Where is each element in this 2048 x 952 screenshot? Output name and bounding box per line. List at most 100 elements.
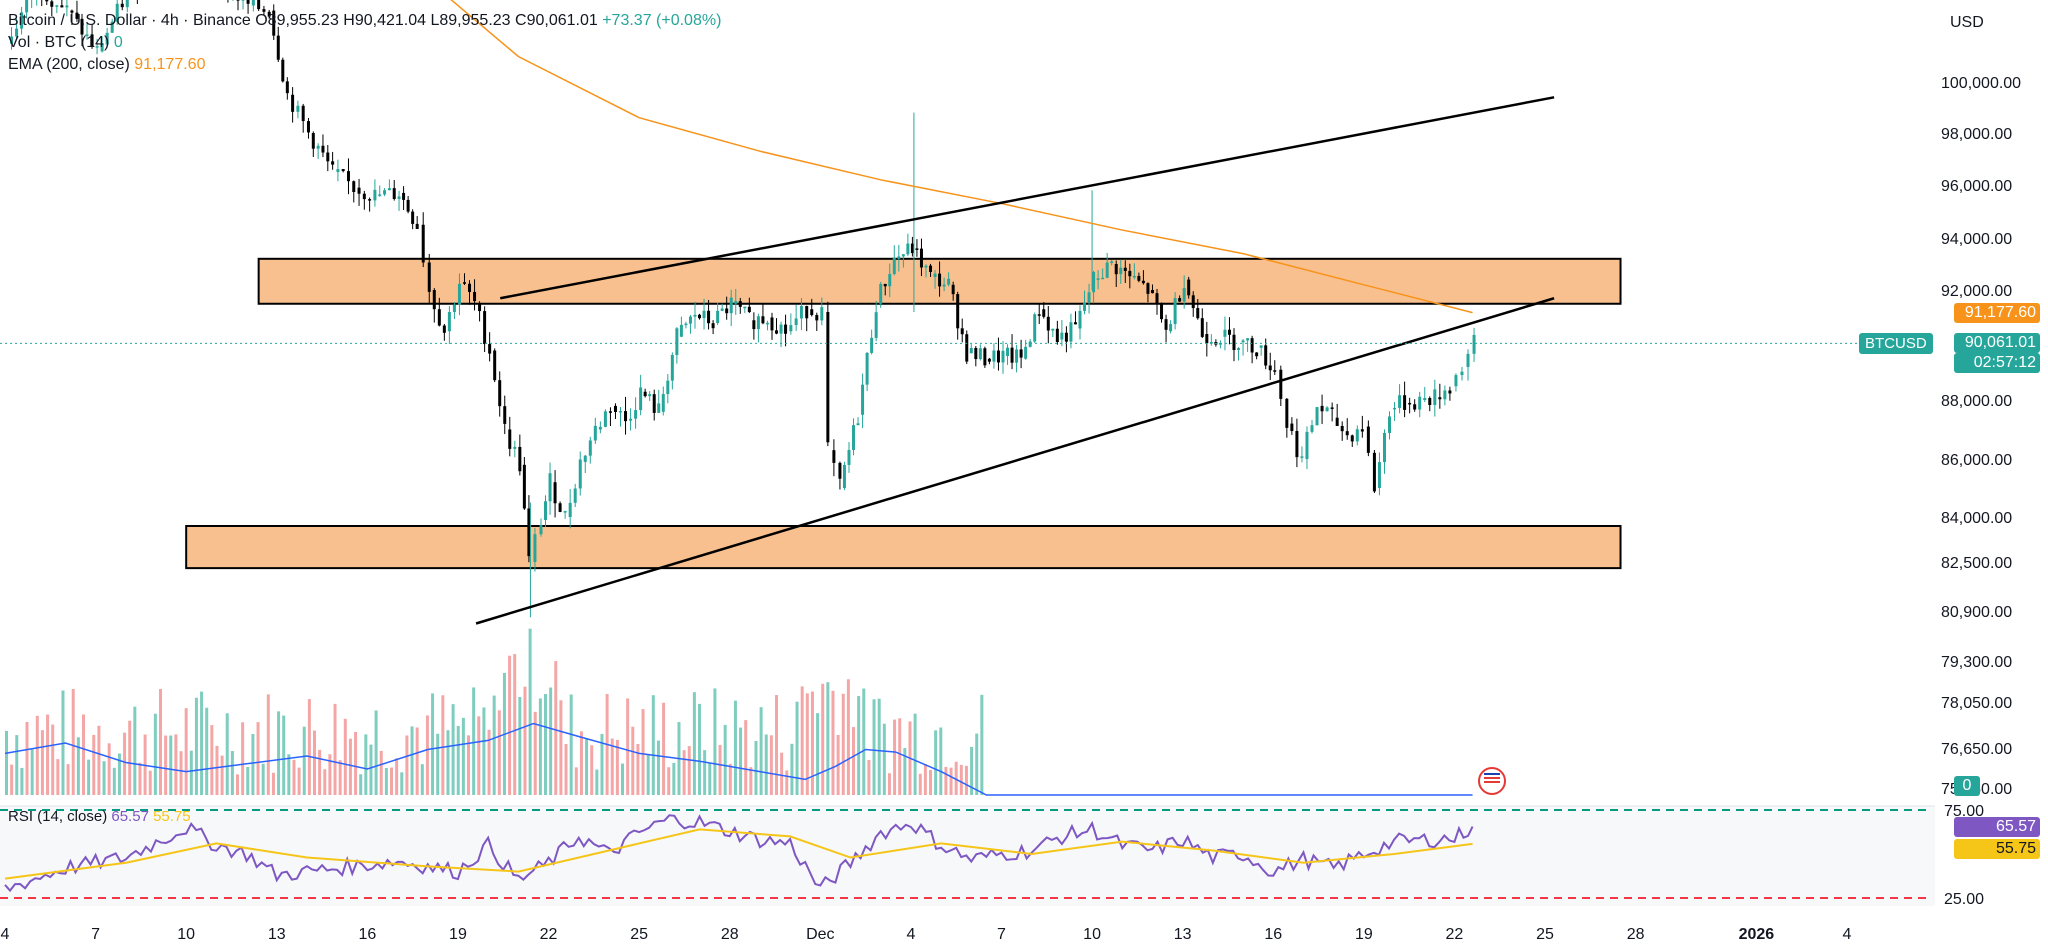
candle-body <box>707 310 711 324</box>
volume-bar <box>790 743 794 795</box>
candle-body <box>1393 407 1397 410</box>
price-axis-label: 78,050.00 <box>1941 695 2012 712</box>
currency-label[interactable]: USD <box>1950 14 1984 31</box>
candle-body <box>720 308 724 311</box>
candle-body <box>442 325 446 333</box>
volume-bar <box>805 693 809 795</box>
candle-body <box>539 525 543 535</box>
candle-body <box>1460 371 1464 376</box>
candle-body <box>1055 328 1059 343</box>
candle-body <box>775 330 779 334</box>
volume-bar <box>194 697 198 795</box>
candle-body <box>901 254 905 257</box>
volume-bar <box>271 772 275 795</box>
candle-body <box>285 81 289 94</box>
upper-channel-line <box>499 96 1555 300</box>
volume-bar <box>133 706 137 795</box>
volume-bar <box>718 744 722 795</box>
volume-bar <box>559 700 563 795</box>
volume-bar <box>174 734 178 795</box>
volume-bar <box>153 713 157 795</box>
volume-bar <box>313 730 317 795</box>
time-axis-label: 13 <box>268 926 286 943</box>
ema-200-line <box>450 0 1473 314</box>
candle-body <box>789 325 793 332</box>
volume-bar <box>384 768 388 795</box>
us-flag-icon[interactable] <box>1478 767 1506 795</box>
candle-body <box>1209 341 1213 344</box>
volume-bar <box>923 764 927 795</box>
volume-bar <box>369 744 373 795</box>
candle-body <box>738 301 742 307</box>
volume-bar <box>215 745 219 795</box>
time-axis-label: 7 <box>997 926 1006 943</box>
candle-body <box>262 9 266 12</box>
volume-bar <box>200 691 204 795</box>
candle-body <box>693 314 697 317</box>
volume-bar <box>364 734 368 795</box>
volume-bar <box>292 759 296 795</box>
candle-body <box>457 283 461 305</box>
candle-body <box>1200 318 1204 337</box>
candle-body <box>336 169 340 172</box>
candle-body <box>1227 329 1231 335</box>
candle-body <box>548 473 552 502</box>
candle-body <box>473 291 477 302</box>
candle-body <box>666 380 670 395</box>
candle-body <box>527 508 531 557</box>
candle-body <box>578 459 582 489</box>
candle-body <box>291 94 295 112</box>
candle-body <box>1096 278 1100 280</box>
volume-bar <box>318 749 322 795</box>
candle-body <box>842 464 846 488</box>
volume-bar <box>964 765 968 795</box>
candle-body <box>45 0 49 2</box>
candle-body <box>929 265 933 272</box>
candle-body <box>498 380 502 407</box>
candle-body <box>1028 341 1032 347</box>
time-axis-label: 10 <box>177 926 195 943</box>
volume-bar <box>71 688 75 795</box>
candle-body <box>1223 329 1227 337</box>
price-axis-label: 98,000.00 <box>1941 126 2012 143</box>
candle-body <box>478 303 482 312</box>
candle-body <box>794 318 798 326</box>
volume-bar <box>944 766 948 795</box>
volume-bar <box>117 753 121 795</box>
price-axis-label: 84,000.00 <box>1941 510 2012 527</box>
volume-bar <box>631 726 635 795</box>
time-axis-label: 28 <box>721 926 739 943</box>
candle-body <box>779 324 783 334</box>
candle-body <box>874 312 878 338</box>
candle-body <box>427 262 431 292</box>
candle-body <box>1019 349 1023 358</box>
candle-body <box>352 181 356 193</box>
volume-bar <box>800 686 804 795</box>
candle-body <box>236 0 240 1</box>
time-axis-label: 19 <box>1355 926 1373 943</box>
volume-bar <box>205 707 209 795</box>
candle-body <box>378 194 382 196</box>
candle-body <box>734 301 738 304</box>
volume-bar <box>169 735 173 795</box>
candle-body <box>402 192 406 200</box>
candle-body <box>1042 309 1046 317</box>
candle-body <box>805 306 809 319</box>
volume-bar <box>672 762 676 795</box>
candle-body <box>1123 267 1127 271</box>
volume-bar <box>256 722 260 795</box>
volume-bar <box>343 718 347 795</box>
volume-bar <box>954 761 958 795</box>
volume-bar <box>518 696 522 795</box>
candle-body <box>987 358 991 362</box>
volume-bar <box>148 770 152 795</box>
volume-bar <box>107 743 111 795</box>
volume-bar <box>415 727 419 795</box>
volume-bar <box>410 726 414 795</box>
candle-body <box>421 224 425 263</box>
candle-body <box>603 411 607 427</box>
candle-body <box>432 290 436 310</box>
candle-body <box>1191 295 1195 309</box>
volume-bar <box>51 724 55 795</box>
